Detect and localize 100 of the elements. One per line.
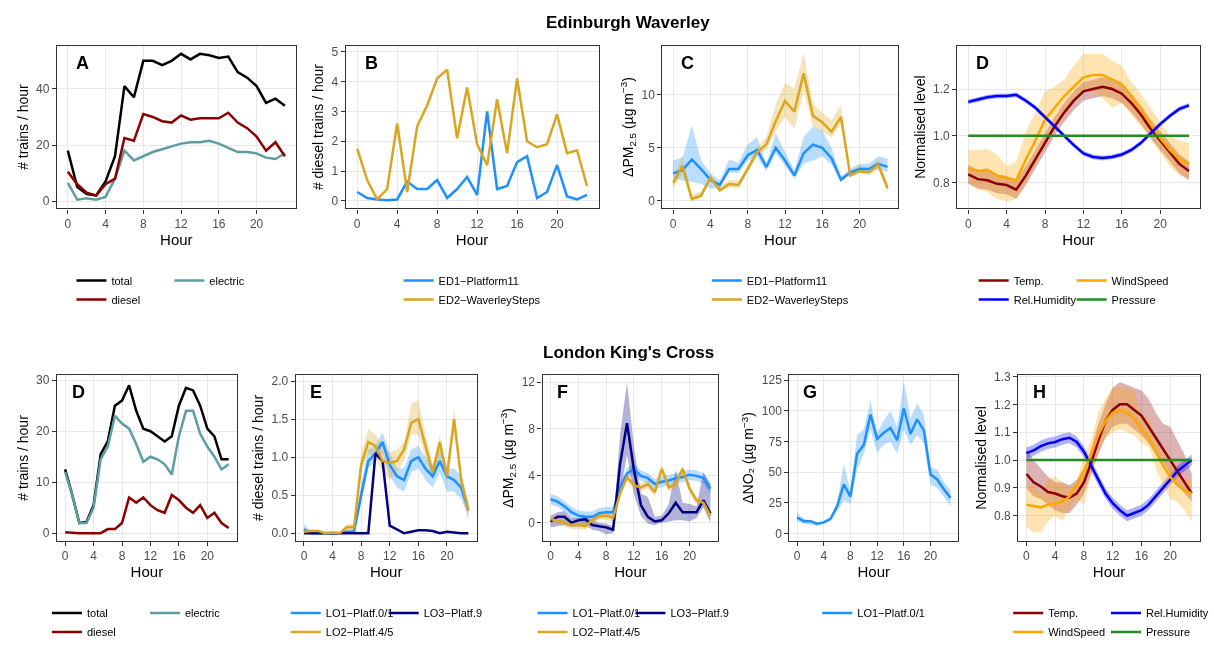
y-tick-label: 75: [768, 434, 783, 449]
y-tick-label: 1.0: [271, 450, 289, 465]
y-axis-title: # trains / hour: [14, 83, 31, 170]
chart-title: E: [310, 382, 323, 402]
line-series: [66, 52, 287, 197]
y-tick-label: 0: [648, 194, 656, 209]
line-series: [66, 111, 287, 197]
y-tick-label: 0.0: [271, 526, 289, 541]
x-tick-label: 4: [707, 216, 715, 231]
legend-label: LO3−Platf.9: [670, 607, 729, 620]
chart-title: H: [1033, 382, 1046, 402]
x-tick-label: 0: [1023, 549, 1031, 564]
legend-label: diesel: [86, 626, 116, 639]
legend-label: WindSpeed: [1048, 626, 1106, 639]
x-axis-title: Hour: [130, 563, 164, 581]
x-tick-label: 16: [1115, 216, 1129, 231]
x-tick-label: 4: [102, 216, 110, 231]
legend-label: Pressure: [1146, 626, 1191, 639]
x-tick-label: 12: [174, 216, 189, 231]
line-series: [795, 407, 952, 525]
y-axis-title: Normalised level: [972, 406, 989, 510]
legend-label: Temp.: [1013, 274, 1044, 287]
y-tick-label: 3: [331, 104, 339, 119]
x-tick-label: 12: [1106, 549, 1120, 564]
x-tick-label: 4: [90, 549, 98, 564]
x-tick-label: 12: [1076, 216, 1091, 231]
y-tick-label: 0.8: [993, 508, 1011, 523]
x-tick-label: 12: [627, 549, 641, 564]
legend-label: LO1−Platf.0/1: [572, 607, 641, 620]
y-tick-label: 30: [36, 373, 50, 388]
y-axis-title: # trains / hour: [14, 414, 31, 501]
text: Edinburgh Waverley: [546, 13, 711, 32]
y-tick-label: 0.9: [993, 481, 1011, 496]
line-series: [355, 68, 589, 201]
legend-label: total: [86, 607, 108, 620]
x-tick-label: 16: [1134, 549, 1149, 564]
x-tick-label: 20: [440, 549, 454, 564]
chart-title: G: [803, 382, 818, 402]
x-tick-label: 16: [212, 216, 226, 231]
chart-title: B: [365, 53, 378, 73]
y-tick-label: 1.2: [993, 397, 1011, 412]
text: London King's Cross: [543, 343, 715, 362]
x-tick-label: 20: [550, 216, 565, 231]
chart-title: F: [557, 382, 568, 402]
x-tick-label: 0: [964, 216, 972, 231]
x-tick-label: 0: [793, 549, 801, 564]
y-tick-label: 40: [36, 82, 50, 97]
y-axis-title: Normalised level: [911, 75, 928, 179]
legend-label: WindSpeed: [1111, 274, 1169, 287]
y-tick-label: 0: [775, 526, 783, 541]
legend-label: LO2−Platf.4/5: [325, 626, 394, 639]
chart-title: A: [76, 53, 89, 73]
x-tick-label: 0: [61, 549, 69, 564]
x-tick-label: 12: [383, 549, 397, 564]
x-tick-label: 8: [847, 549, 855, 564]
legend-label: ED1−Platform11: [746, 274, 828, 287]
y-tick-label: 25: [768, 495, 783, 510]
x-axis-title: Hour: [614, 563, 647, 581]
legend-label: electric: [209, 274, 245, 287]
x-tick-label: 8: [118, 549, 126, 564]
y-tick-label: 10: [641, 87, 656, 102]
y-tick-label: 1.0: [993, 453, 1011, 468]
x-tick-label: 16: [655, 549, 669, 564]
y-tick-label: 2.0: [271, 374, 289, 389]
y-tick-label: 5: [331, 44, 339, 59]
x-tick-label: 16: [411, 549, 426, 564]
line-series: [671, 72, 889, 201]
x-tick-label: 12: [870, 549, 885, 564]
x-tick-label: 8: [357, 549, 365, 564]
legend-label: ED1−Platform11: [438, 274, 519, 287]
x-axis-title: Hour: [455, 230, 489, 248]
legend-label: Temp.: [1048, 607, 1079, 620]
x-tick-label: 16: [510, 216, 525, 231]
x-tick-label: 0: [547, 549, 555, 564]
x-tick-label: 8: [139, 216, 147, 231]
y-tick-label: 12: [521, 375, 536, 390]
y-tick-label: 20: [36, 138, 50, 153]
x-axis-title: Hour: [1062, 230, 1095, 248]
x-tick-label: 4: [575, 549, 583, 564]
x-tick-label: 8: [744, 216, 752, 231]
y-tick-label: 1: [331, 164, 339, 179]
legend-label: LO3−Platf.9: [423, 607, 483, 620]
y-axis-title: # diesel trains / hour: [250, 394, 267, 522]
x-axis-title: Hour: [764, 230, 797, 248]
y-tick-label: 10: [36, 475, 50, 490]
y-tick-label: 4: [331, 74, 339, 89]
legend-label: Rel.Humidity: [1146, 607, 1209, 620]
x-tick-label: 20: [852, 216, 867, 231]
x-tick-label: 0: [300, 549, 308, 564]
x-tick-label: 8: [1080, 549, 1088, 564]
y-tick-label: 1.0: [933, 129, 951, 144]
y-tick-label: 2: [331, 134, 339, 149]
line-series: [967, 73, 1191, 182]
y-tick-label: 50: [768, 465, 783, 480]
x-tick-label: 4: [1051, 549, 1059, 564]
y-axis-title: # diesel trains / hour: [310, 63, 327, 191]
x-tick-label: 0: [669, 216, 677, 231]
y-tick-label: 0.8: [933, 175, 951, 190]
y-tick-label: 1.1: [993, 425, 1011, 440]
x-tick-label: 16: [897, 549, 911, 564]
